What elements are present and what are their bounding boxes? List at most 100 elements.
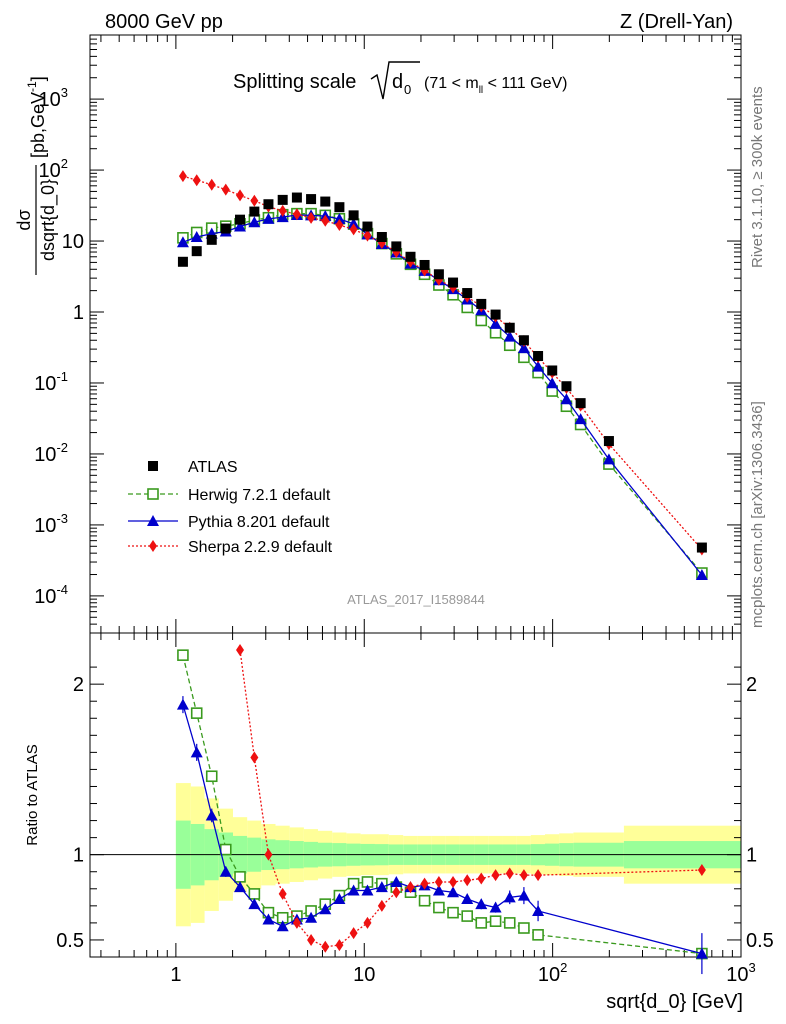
atlas-point [419, 259, 430, 270]
plot-title: Splitting scale d 0 (71 < mll < 111 GeV) [233, 61, 567, 100]
atlas-point [348, 210, 359, 221]
ratio-sherpa-point [697, 864, 706, 877]
ratio-pythia-point [361, 884, 374, 896]
pythia-point [234, 220, 247, 232]
ratio-pythia-point [305, 911, 318, 923]
main-axes: 10-4 10-3 10-2 10-1 1 10 102 103 [34, 34, 742, 634]
atlas-point [277, 194, 288, 205]
ratio-sherpa-point [321, 940, 330, 953]
x-tick-label: 103 [726, 960, 755, 986]
atlas-point [191, 246, 202, 257]
pythia-point [602, 453, 615, 465]
ratio-sherpa-point [406, 881, 415, 894]
pythia-point [546, 377, 559, 389]
atlas-point [504, 322, 515, 333]
ratio-y-tick-label-right: 2 [746, 674, 757, 696]
atlas-point [177, 256, 188, 267]
atlas-point [206, 234, 217, 245]
y-tick-label: 10-3 [34, 511, 68, 537]
pythia-point [176, 236, 189, 248]
herwig-point [475, 314, 488, 327]
sherpa-point [192, 174, 201, 187]
ratio-y-axis-label: Ratio to ATLAS [24, 744, 41, 845]
ratio-sherpa-point [477, 872, 486, 885]
sherpa-point [236, 189, 245, 202]
atlas-point [306, 194, 317, 205]
ratio-pythia-point [234, 881, 247, 893]
ratio-pythia-point [517, 889, 530, 901]
ratio-sherpa-point [292, 916, 301, 929]
ratio-herwig-point [205, 770, 218, 783]
sherpa-point [207, 178, 216, 191]
x-tick-label: 10 [353, 964, 375, 986]
ratio-frame [89, 632, 742, 958]
legend-marker-atlas [148, 461, 158, 471]
ratio-herwig-point [418, 894, 431, 907]
sherpa-point [321, 214, 330, 227]
ratio-pythia-point [447, 886, 460, 898]
atlas-point [561, 381, 572, 392]
x-axis-label: sqrt{d_0} [GeV] [606, 991, 743, 1013]
ratio-pythia-point [432, 884, 445, 896]
y-tick-label: 10-1 [34, 369, 68, 395]
ratio-pythia-point [262, 913, 275, 925]
ratio-pythia-point [390, 875, 403, 887]
ratio-herwig-point [433, 901, 445, 914]
ratio-pythia-point [461, 893, 474, 905]
header-left: 8000 GeV pp [105, 11, 223, 33]
ratio-sherpa-point [278, 887, 287, 900]
header-right: Z (Drell-Yan) [620, 11, 733, 33]
ylabel-unit: [pb,GeV-1] [25, 76, 48, 158]
atlas-point [334, 202, 345, 213]
ratio-pythia-point [276, 920, 289, 932]
atlas-point [603, 436, 614, 447]
atlas-point [220, 223, 231, 234]
ratio-pythia-point [375, 881, 388, 893]
ratio-pythia-point [503, 891, 516, 903]
pythia-point [503, 330, 516, 342]
sherpa-point [349, 223, 358, 236]
pythia-point [333, 213, 346, 225]
sherpa-point [178, 170, 187, 183]
main-series [176, 170, 708, 580]
ratio-pythia-point [489, 901, 502, 913]
atlas-point [249, 206, 260, 217]
y-tick-label: 102 [39, 156, 68, 182]
sherpa-point [363, 229, 372, 242]
ratio-sherpa-point [307, 933, 316, 946]
ratio-sherpa-point [363, 916, 372, 929]
ratio-pythia-point [347, 884, 360, 896]
ratio-sherpa-point [491, 869, 500, 882]
ratio-herwig-point [248, 888, 261, 900]
ratio-sherpa-point [449, 875, 458, 888]
ratio-y-tick-label-right: 0.5 [746, 930, 774, 952]
y-tick-label: 1 [73, 302, 84, 324]
atlas-point [405, 251, 416, 262]
ratio-sherpa-line [239, 649, 702, 948]
atlas-point [518, 335, 529, 346]
pythia-point [347, 217, 360, 229]
ratio-pythia-point [176, 698, 189, 710]
legend-label-sherpa: Sherpa 2.2.9 default [188, 539, 333, 556]
pythia-point [262, 212, 275, 224]
atlas-point [376, 231, 387, 242]
ratio-pythia-point [219, 865, 232, 877]
sherpa-point [292, 208, 301, 221]
y-tick-label: 10 [62, 231, 84, 253]
ratio-sherpa-point [434, 875, 443, 888]
legend-marker-pythia [147, 515, 159, 526]
ratio-sherpa-point [519, 869, 528, 882]
ylabel-denominator: dsqrt{d_0} [38, 179, 59, 261]
plot-title-sqrt-sub: 0 [404, 82, 411, 97]
atlas-point [320, 196, 331, 207]
legend-label-herwig: Herwig 7.2.1 default [188, 487, 331, 504]
pythia-point [574, 413, 587, 425]
sherpa-point [335, 219, 344, 232]
plot-title-range: (71 < mll < 111 GeV) [424, 75, 567, 96]
pythia-point [695, 568, 708, 580]
ratio-sherpa-point [505, 867, 514, 880]
atlas-point [490, 309, 501, 320]
ratio-herwig-point [190, 707, 203, 719]
ratio-pythia-point [319, 903, 332, 915]
legend-marker-herwig [147, 488, 159, 500]
